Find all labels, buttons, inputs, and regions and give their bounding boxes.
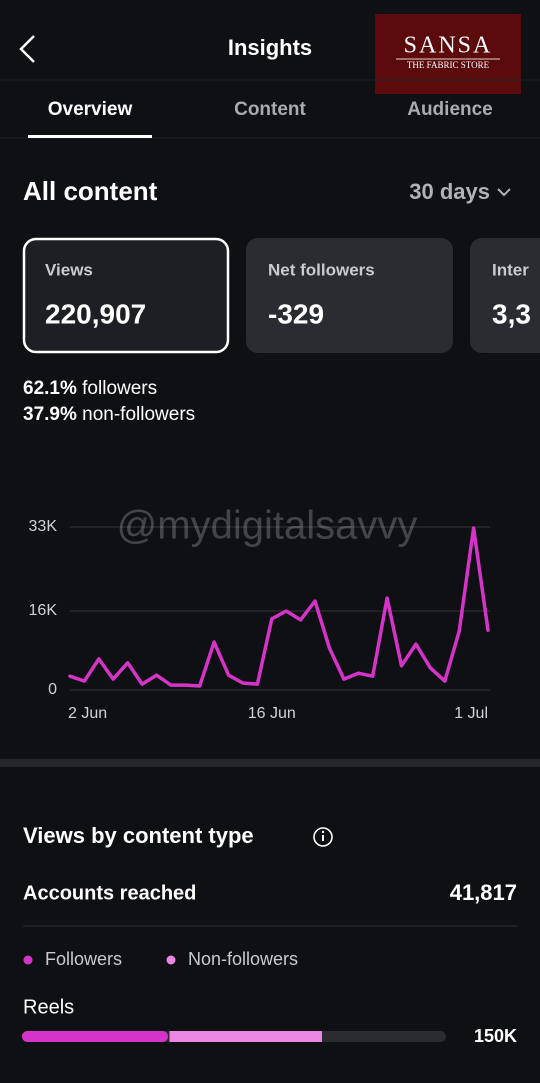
legend-label: Non-followers [188, 949, 298, 969]
card[interactable] [470, 238, 540, 353]
content-type-title: Views by content type [23, 823, 254, 848]
bar-chart: Followers Non-followers Reels 150K [22, 949, 517, 1046]
card-value: -329 [268, 298, 324, 329]
page-title: Insights [228, 35, 312, 60]
y-tick-label: 0 [48, 681, 57, 698]
card[interactable] [246, 238, 453, 353]
watermark: @mydigitalsavvy [117, 504, 418, 548]
tab[interactable]: Audience [407, 99, 493, 120]
tab[interactable]: Overview [48, 99, 133, 120]
tab[interactable]: Content [234, 99, 306, 120]
bar-segment [22, 1031, 168, 1042]
metric-value: 41,817 [450, 880, 517, 905]
card-value: 220,907 [45, 298, 146, 329]
breakdown-label: non-followers [82, 404, 195, 425]
bar-segment [169, 1031, 322, 1042]
x-tick-label: 2 Jun [68, 705, 107, 722]
logo-tagline: THE FABRIC STORE [407, 60, 490, 70]
breakdown-percent: 37.9% [23, 404, 77, 425]
x-tick-label: 16 Jun [248, 705, 296, 722]
tab-indicator [28, 135, 152, 138]
section-divider [0, 759, 540, 767]
breakdown-percent: 62.1% [23, 378, 77, 399]
legend-dot [23, 955, 33, 965]
card-value: 3,3 [492, 298, 531, 329]
period-selector[interactable]: 30 days [409, 179, 490, 204]
info-icon-dot [321, 830, 325, 834]
legend-dot [166, 955, 176, 965]
chevron [497, 188, 511, 197]
section-title: All content [23, 176, 158, 206]
y-tick-label: 16K [29, 602, 58, 619]
total-label: 150K [474, 1026, 517, 1046]
breakdown: 37.9% non-followers [23, 404, 195, 425]
category-label: Reels [23, 996, 74, 1018]
info-icon-stem [322, 835, 324, 841]
x-tick-label: 1 Jul [454, 705, 488, 722]
legend-label: Followers [45, 949, 122, 969]
card[interactable] [22, 237, 230, 354]
logo [375, 14, 521, 94]
breakdown-label: followers [82, 378, 157, 399]
line-chart: 0 16K 33K 2 Jun 16 Jun 1 Jul [29, 518, 490, 722]
card-label: Net followers [268, 260, 375, 279]
metric-label: Accounts reached [23, 882, 196, 904]
card-label: Inter [492, 260, 529, 279]
info-icon[interactable] [313, 827, 333, 847]
data-line [68, 526, 490, 688]
back-button[interactable] [19, 35, 35, 63]
card-label: Views [45, 260, 93, 279]
y-tick-label: 33K [29, 518, 58, 535]
logo-name: SANSA [404, 33, 493, 59]
breakdown: 62.1% followers [23, 378, 157, 399]
